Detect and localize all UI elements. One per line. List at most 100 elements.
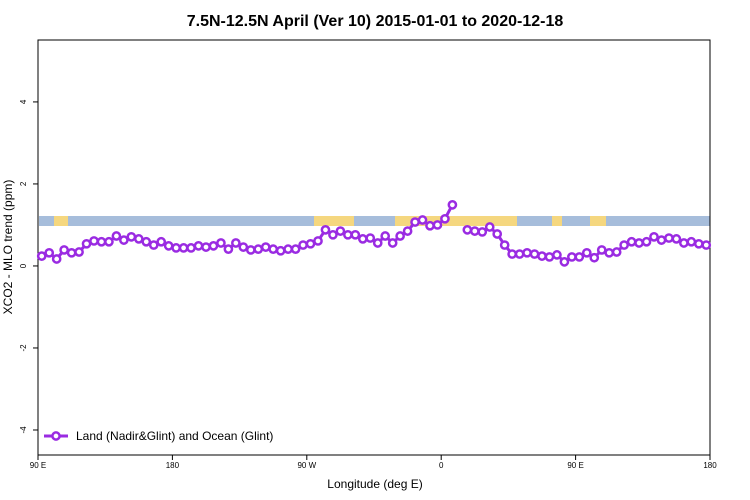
data-point	[522, 247, 532, 258]
data-point	[507, 249, 517, 259]
data-point	[253, 244, 264, 254]
x-tick-label: 0	[439, 461, 444, 470]
data-point	[81, 238, 92, 249]
data-point	[156, 236, 167, 247]
data-point	[111, 231, 122, 241]
data-point	[141, 236, 152, 247]
data-point	[410, 217, 420, 227]
data-point	[320, 225, 331, 235]
data-point	[656, 235, 667, 245]
data-point	[559, 257, 570, 267]
data-point	[275, 245, 286, 256]
y-tick-label: -2	[19, 344, 28, 352]
data-point	[372, 238, 383, 248]
data-point	[552, 250, 562, 260]
data-point	[96, 236, 107, 247]
legend-label: Land (Nadir&Glint) and Ocean (Glint)	[76, 429, 273, 443]
data-point	[417, 215, 428, 225]
data-point	[447, 200, 458, 210]
data-point	[201, 242, 211, 252]
data-point	[268, 244, 279, 254]
data-point	[477, 227, 488, 237]
data-point	[178, 243, 189, 253]
data-point	[634, 238, 644, 248]
data-point	[365, 233, 376, 243]
data-point	[581, 247, 592, 258]
data-point	[693, 238, 704, 249]
data-point	[89, 236, 99, 246]
data-point	[350, 229, 361, 240]
data-point	[544, 252, 555, 262]
land-patch	[552, 216, 562, 226]
data-point	[529, 249, 540, 259]
data-point	[335, 226, 346, 236]
legend-marker	[51, 431, 61, 441]
data-point	[604, 247, 615, 258]
data-point	[357, 234, 368, 244]
data-point	[567, 252, 577, 262]
data-point	[260, 242, 271, 252]
data-point	[537, 251, 547, 261]
data-point	[290, 244, 301, 254]
data-point	[283, 244, 293, 254]
data-point	[395, 231, 405, 241]
data-point	[44, 247, 55, 258]
y-tick-label: 4	[19, 99, 28, 104]
data-point	[679, 238, 689, 248]
data-point	[208, 241, 219, 251]
data-point	[231, 238, 241, 248]
x-tick-label: 90 E	[567, 461, 583, 470]
data-point	[664, 233, 674, 243]
data-point	[59, 245, 69, 255]
land-patch	[395, 216, 517, 226]
plot-frame	[37, 39, 711, 456]
data-point	[425, 220, 435, 231]
data-point	[589, 252, 600, 263]
data-point	[66, 247, 77, 258]
data-point	[238, 242, 249, 252]
data-point	[641, 236, 652, 247]
data-point	[313, 236, 323, 246]
data-point	[216, 238, 226, 248]
data-point	[343, 229, 353, 240]
data-point	[514, 249, 525, 259]
data-point	[163, 241, 174, 251]
y-tick-label: -4	[19, 426, 28, 434]
data-point	[432, 220, 443, 230]
data-point	[387, 238, 398, 248]
y-axis-label: XCO2 - MLO trend (ppm)	[1, 180, 15, 315]
land-patch	[314, 216, 354, 226]
data-point	[133, 234, 144, 244]
data-point	[611, 247, 622, 257]
data-point	[126, 231, 137, 242]
data-point	[328, 229, 338, 240]
data-point	[74, 247, 84, 257]
data-point	[298, 240, 308, 250]
data-point	[462, 225, 473, 235]
data-point	[686, 236, 697, 247]
data-point	[469, 226, 480, 236]
x-tick-label: 90 W	[297, 461, 316, 470]
data-point	[574, 252, 585, 262]
data-point	[402, 226, 413, 236]
x-axis-label: Longitude (deg E)	[327, 477, 422, 491]
data-point	[626, 236, 637, 247]
x-tick-label: 180	[703, 461, 717, 470]
surface-strip	[39, 216, 710, 226]
data-point	[440, 213, 450, 224]
data-point	[171, 243, 181, 253]
data-point	[671, 234, 682, 244]
data-point	[186, 243, 196, 253]
land-patch	[590, 216, 606, 226]
data-point	[492, 229, 503, 239]
data-point	[701, 240, 712, 250]
data-point	[245, 245, 256, 255]
y-tick-label: 0	[19, 263, 28, 268]
data-point	[619, 240, 629, 250]
chart-title: 7.5N-12.5N April (Ver 10) 2015-01-01 to …	[187, 13, 564, 30]
x-tick-label: 180	[166, 461, 180, 470]
land-patch	[54, 216, 68, 226]
data-point	[104, 236, 114, 247]
data-point	[499, 240, 510, 250]
